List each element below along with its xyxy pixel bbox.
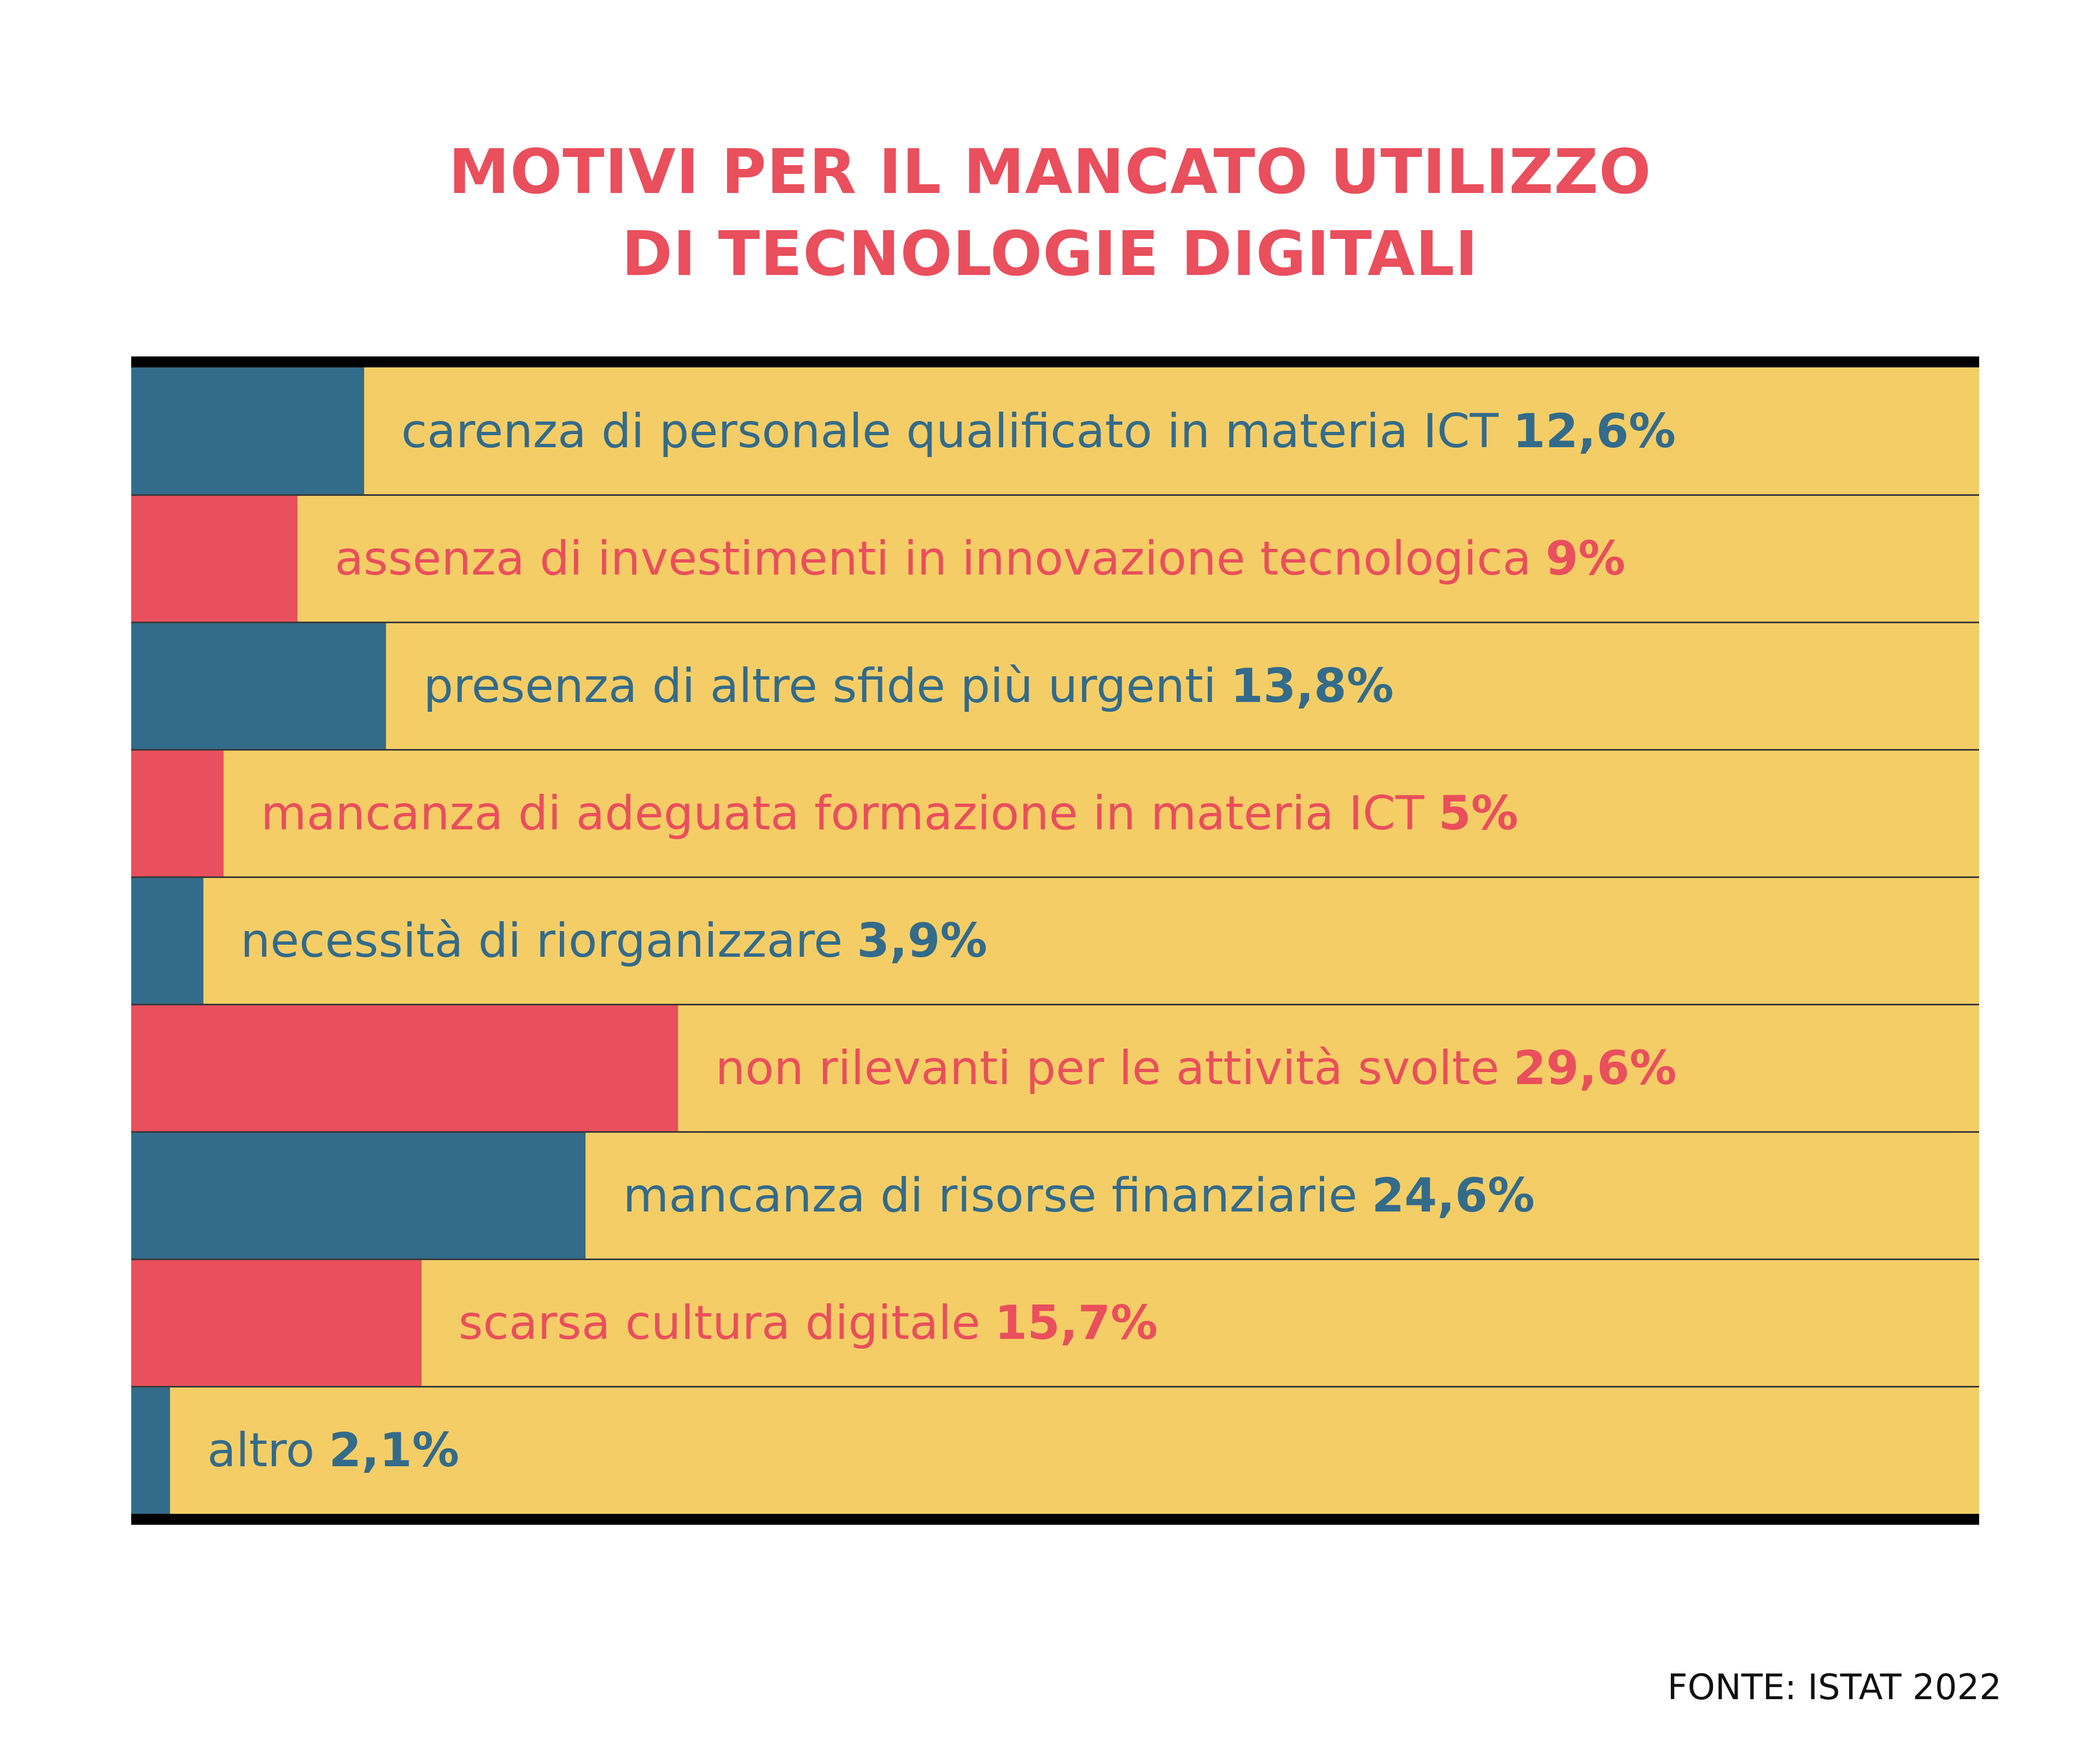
chart-row: scarsa cultura digitale 15,7% bbox=[131, 1259, 1979, 1386]
chart-bottom-rule bbox=[131, 1514, 1979, 1525]
chart-bar bbox=[131, 622, 387, 750]
category-label: assenza di investimenti in innovazione t… bbox=[335, 531, 1531, 586]
value-label: 3,9% bbox=[857, 913, 987, 968]
source-note: FONTE: ISTAT 2022 bbox=[1667, 1667, 2002, 1708]
chart-bar bbox=[131, 1386, 170, 1514]
chart-row: non rilevanti per le attività svolte 29,6… bbox=[131, 1004, 1979, 1132]
category-label: carenza di personale qualificato in mate… bbox=[401, 403, 1499, 459]
category-label: presenza di altre sfide più urgenti bbox=[423, 658, 1216, 713]
chart-title-line-1: MOTIVI PER IL MANCATO UTILIZZO bbox=[448, 137, 1652, 208]
chart-row: assenza di investimenti in innovazione t… bbox=[131, 495, 1979, 622]
value-label: 5% bbox=[1438, 786, 1518, 841]
row-divider bbox=[131, 1259, 1979, 1260]
chart-row: mancanza di risorse finanziarie 24,6% bbox=[131, 1132, 1979, 1259]
category-label: altro bbox=[207, 1423, 315, 1478]
category-label: scarsa cultura digitale bbox=[458, 1295, 981, 1350]
category-label: necessità di riorganizzare bbox=[240, 913, 843, 968]
chart-title: MOTIVI PER IL MANCATO UTILIZZO DI TECNOL… bbox=[0, 131, 2100, 295]
value-label: 9% bbox=[1545, 531, 1625, 586]
chart-row: carenza di personale qualificato in mate… bbox=[131, 367, 1979, 495]
row-divider bbox=[131, 1131, 1979, 1133]
chart-bar bbox=[131, 1259, 422, 1386]
value-label: 24,6% bbox=[1371, 1168, 1535, 1223]
chart-row: altro 2,1% bbox=[131, 1386, 1979, 1514]
row-divider bbox=[131, 876, 1979, 878]
chart-bar-label: carenza di personale qualificato in mate… bbox=[401, 367, 1676, 495]
chart-bar-label: assenza di investimenti in innovazione t… bbox=[335, 495, 1625, 622]
chart-bar-label: mancanza di adeguata formazione in mater… bbox=[261, 750, 1518, 877]
row-divider bbox=[131, 1004, 1979, 1005]
chart-bar bbox=[131, 367, 364, 495]
chart-bar-label: scarsa cultura digitale 15,7% bbox=[459, 1259, 1158, 1386]
bar-chart: carenza di personale qualificato in mate… bbox=[131, 356, 1979, 1525]
chart-title-line-2: DI TECNOLOGIE DIGITALI bbox=[621, 219, 1479, 290]
chart-bar bbox=[131, 750, 224, 877]
value-label: 29,6% bbox=[1513, 1040, 1677, 1096]
chart-bar-label: mancanza di risorse finanziarie 24,6% bbox=[623, 1132, 1535, 1259]
chart-bar bbox=[131, 495, 298, 622]
chart-bar bbox=[131, 877, 203, 1004]
chart-row: necessità di riorganizzare 3,9% bbox=[131, 877, 1979, 1004]
chart-bar-label: altro 2,1% bbox=[207, 1386, 459, 1514]
chart-bar-label: necessità di riorganizzare 3,9% bbox=[241, 877, 987, 1004]
chart-row: mancanza di adeguata formazione in mater… bbox=[131, 750, 1979, 877]
value-label: 15,7% bbox=[995, 1295, 1158, 1350]
row-divider bbox=[131, 622, 1979, 623]
chart-top-rule bbox=[131, 356, 1979, 367]
chart-bar-label: presenza di altre sfide più urgenti 13,8% bbox=[423, 622, 1394, 750]
row-divider bbox=[131, 1386, 1979, 1388]
chart-row: presenza di altre sfide più urgenti 13,8% bbox=[131, 622, 1979, 750]
category-label: mancanza di adeguata formazione in mater… bbox=[261, 786, 1424, 841]
value-label: 13,8% bbox=[1230, 658, 1394, 713]
category-label: mancanza di risorse finanziarie bbox=[623, 1168, 1358, 1223]
value-label: 12,6% bbox=[1512, 403, 1676, 459]
chart-bar-label: non rilevanti per le attività svolte 29,6… bbox=[715, 1004, 1676, 1132]
value-label: 2,1% bbox=[329, 1423, 459, 1478]
chart-bar bbox=[131, 1132, 586, 1259]
chart-bar bbox=[131, 1004, 678, 1132]
category-label: non rilevanti per le attività svolte bbox=[715, 1040, 1500, 1096]
row-divider bbox=[131, 494, 1979, 496]
row-divider bbox=[131, 749, 1979, 751]
